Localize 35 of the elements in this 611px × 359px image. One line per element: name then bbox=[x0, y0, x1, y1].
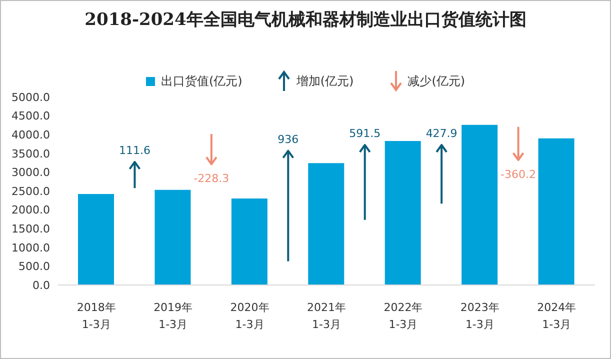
x-tick-label: 2022年 1-3月 bbox=[384, 301, 423, 331]
y-tick-label: 1000.0 bbox=[12, 241, 50, 254]
x-tick-label: 2021年 1-3月 bbox=[307, 301, 346, 331]
annotation: 427.9 bbox=[426, 127, 458, 140]
x-tick-label: 2024年 1-3月 bbox=[537, 301, 576, 331]
bar bbox=[462, 124, 498, 285]
annotation: 936 bbox=[278, 132, 299, 146]
y-tick-label: 3500.0 bbox=[12, 147, 50, 160]
bar bbox=[538, 138, 574, 285]
legend-label: 出口货值(亿元) bbox=[160, 72, 242, 90]
y-tick-label: 5000.0 bbox=[12, 90, 50, 104]
bar bbox=[154, 190, 191, 285]
annotation: 591.5 bbox=[349, 127, 381, 140]
y-tick-label: 4000.0 bbox=[12, 128, 50, 142]
x-tick-label: 2018年 1-3月 bbox=[76, 301, 116, 331]
legend-label: 增加(亿元) bbox=[296, 72, 354, 90]
y-tick-label: 2500.0 bbox=[12, 184, 50, 198]
bar bbox=[384, 140, 421, 285]
bar bbox=[308, 163, 344, 285]
annotation: 111.6 bbox=[118, 144, 150, 157]
x-tick-label: 2020年 1-3月 bbox=[230, 301, 270, 331]
annotation: -360.2 bbox=[500, 168, 536, 181]
bar bbox=[231, 198, 268, 285]
y-tick-label: 3000.0 bbox=[12, 166, 50, 180]
y-tick-label: 0.0 bbox=[32, 278, 50, 292]
y-tick-label: 500.0 bbox=[18, 260, 50, 274]
y-tick-label: 1500.0 bbox=[12, 222, 50, 236]
chart-title: 2018-2024年全国电气机械和器材制造业出口货值统计图 bbox=[84, 9, 528, 31]
bar bbox=[78, 194, 114, 285]
x-tick-label: 2023年 1-3月 bbox=[460, 301, 500, 331]
y-tick-label: 4500.0 bbox=[12, 110, 50, 123]
annotation: -228.3 bbox=[194, 172, 230, 186]
x-tick-label: 2019年 1-3月 bbox=[154, 301, 193, 331]
legend-label: 减少(亿元) bbox=[408, 72, 466, 90]
y-tick-label: 2000.0 bbox=[12, 204, 50, 217]
